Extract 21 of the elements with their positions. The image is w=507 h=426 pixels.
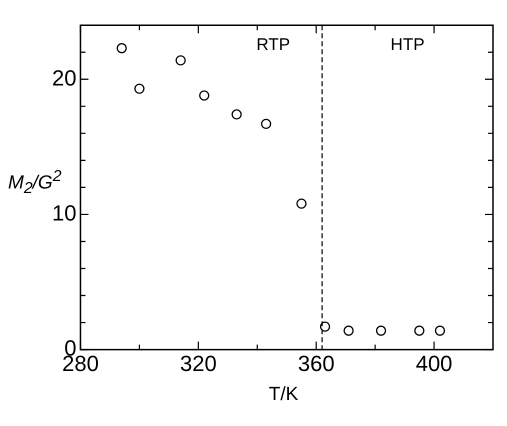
point [296,198,307,209]
x-axis-title: T/K [268,384,300,406]
y-tick-label: 10 [52,200,76,226]
point [320,321,330,332]
point [343,326,354,336]
point [176,55,186,66]
annotation: RTP [256,34,290,54]
point [134,84,145,94]
point [260,118,272,130]
point [434,326,446,336]
x-tick-label: 320 [180,350,217,376]
y-axis-title: M$_{2}$/G$^{2}$ [8,168,62,198]
point [231,109,242,120]
x-tick-label: 360 [298,350,335,376]
point [414,326,424,336]
x-tick-label: 400 [416,350,452,376]
point [376,326,386,336]
point [199,90,210,101]
point [116,43,127,54]
y-tick-label: 20 [52,65,76,90]
annotation: HTP [390,34,425,54]
